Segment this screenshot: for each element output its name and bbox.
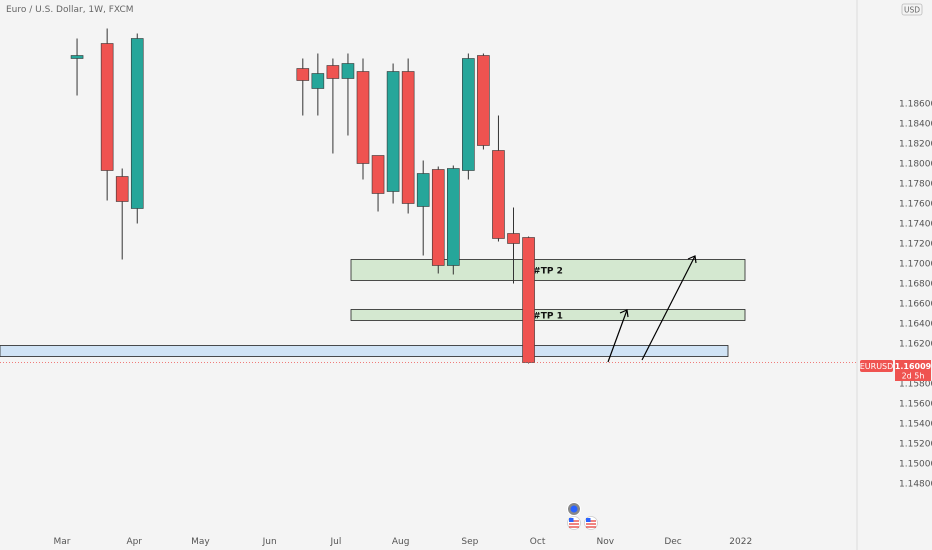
candle-up — [462, 58, 475, 171]
candle-down — [100, 43, 114, 171]
candle-up — [70, 55, 84, 59]
candle-up — [416, 173, 430, 207]
price-tick-label: 1.17000 — [899, 260, 932, 270]
zone-label: #TP 2 — [533, 267, 563, 277]
arrow-to-tp2 — [641, 255, 696, 361]
time-axis[interactable]: Mar Apr May Jun Jul Aug Sep Oct Nov Dec 2022 — [54, 537, 753, 547]
candle-up — [311, 73, 325, 89]
candle-down — [401, 71, 415, 204]
candle-up — [130, 38, 144, 209]
arrow-to-tp1 — [607, 309, 628, 363]
target-zone-2[interactable] — [350, 309, 746, 321]
price-tick-label: 1.16200 — [899, 340, 932, 350]
price-tick-label: 1.14800 — [899, 480, 932, 490]
price-tick-label: 1.17400 — [899, 220, 932, 230]
price-tick-label: 1.15200 — [899, 440, 932, 450]
events-layer[interactable] — [567, 502, 598, 530]
candle-down — [492, 150, 505, 239]
price-tick-label: 1.16600 — [899, 300, 932, 310]
price-tick-label: 1.15800 — [899, 380, 932, 390]
price-tick-label: 1.15000 — [899, 460, 932, 470]
candle-down — [431, 169, 445, 266]
symbol-title: Euro / U.S. Dollar, 1W, FXCM — [6, 5, 134, 15]
time-tick-label: Jul — [329, 537, 341, 547]
zone-label: #TP 1 — [533, 312, 563, 322]
event-icon-core — [570, 505, 578, 513]
candle-down — [522, 237, 535, 363]
candle-up — [446, 168, 460, 266]
symbol-tag-label: EURUSD — [860, 362, 894, 371]
candle-down — [326, 65, 340, 79]
candle-down — [507, 233, 520, 244]
arrow-to-tp1-head — [619, 309, 629, 318]
candle-down — [477, 55, 490, 146]
price-tick-label: 1.15400 — [899, 420, 932, 430]
last-price-label: 1.16009 — [895, 362, 932, 371]
price-tick-label: 1.16800 — [899, 280, 932, 290]
candle-down — [371, 155, 385, 194]
price-tick-label: 1.17600 — [899, 200, 932, 210]
time-tick-label: Nov — [597, 537, 615, 547]
countdown-label: 2d 5h — [902, 372, 925, 381]
time-tick-label: Sep — [461, 537, 478, 547]
candle-up — [386, 71, 400, 192]
us-flag-canton — [586, 518, 591, 522]
price-box — [895, 360, 931, 381]
price-tick-label: 1.18200 — [899, 140, 932, 150]
time-tick-label: May — [191, 537, 210, 547]
candles-layer — [70, 28, 535, 364]
time-tick-label: Dec — [664, 537, 681, 547]
price-tick-label: 1.17200 — [899, 240, 932, 250]
price-tag: EURUSD 1.16009 2d 5h — [860, 360, 932, 381]
currency-label: USD — [904, 6, 920, 15]
us-flag-canton — [569, 518, 574, 522]
arrow-to-tp2-head — [687, 255, 697, 264]
time-tick-label: Aug — [392, 537, 410, 547]
time-tick-label: Apr — [126, 537, 142, 547]
time-tick-label: Oct — [530, 537, 546, 547]
currency-box[interactable] — [901, 3, 923, 16]
symbol-tag — [860, 360, 893, 372]
time-tick-label: 2022 — [729, 537, 752, 547]
candle-down — [296, 68, 310, 81]
price-tick-label: 1.16400 — [899, 320, 932, 330]
candle-down — [356, 71, 370, 164]
price-tick-label: 1.15600 — [899, 400, 932, 410]
arrows-layer — [607, 255, 697, 363]
price-tick-label: 1.18400 — [899, 120, 932, 130]
candle-up — [341, 63, 355, 79]
price-axis[interactable]: 1.18600 1.18400 1.18200 1.18000 1.17800 1.176… — [899, 100, 932, 490]
time-tick-label: Mar — [54, 537, 71, 547]
price-tick-label: 1.17800 — [899, 180, 932, 190]
time-tick-label: Jun — [262, 537, 277, 547]
candle-down — [115, 176, 129, 202]
price-tick-label: 1.18000 — [899, 160, 932, 170]
price-tick-label: 1.18600 — [899, 100, 932, 110]
support-zone[interactable] — [0, 345, 729, 357]
